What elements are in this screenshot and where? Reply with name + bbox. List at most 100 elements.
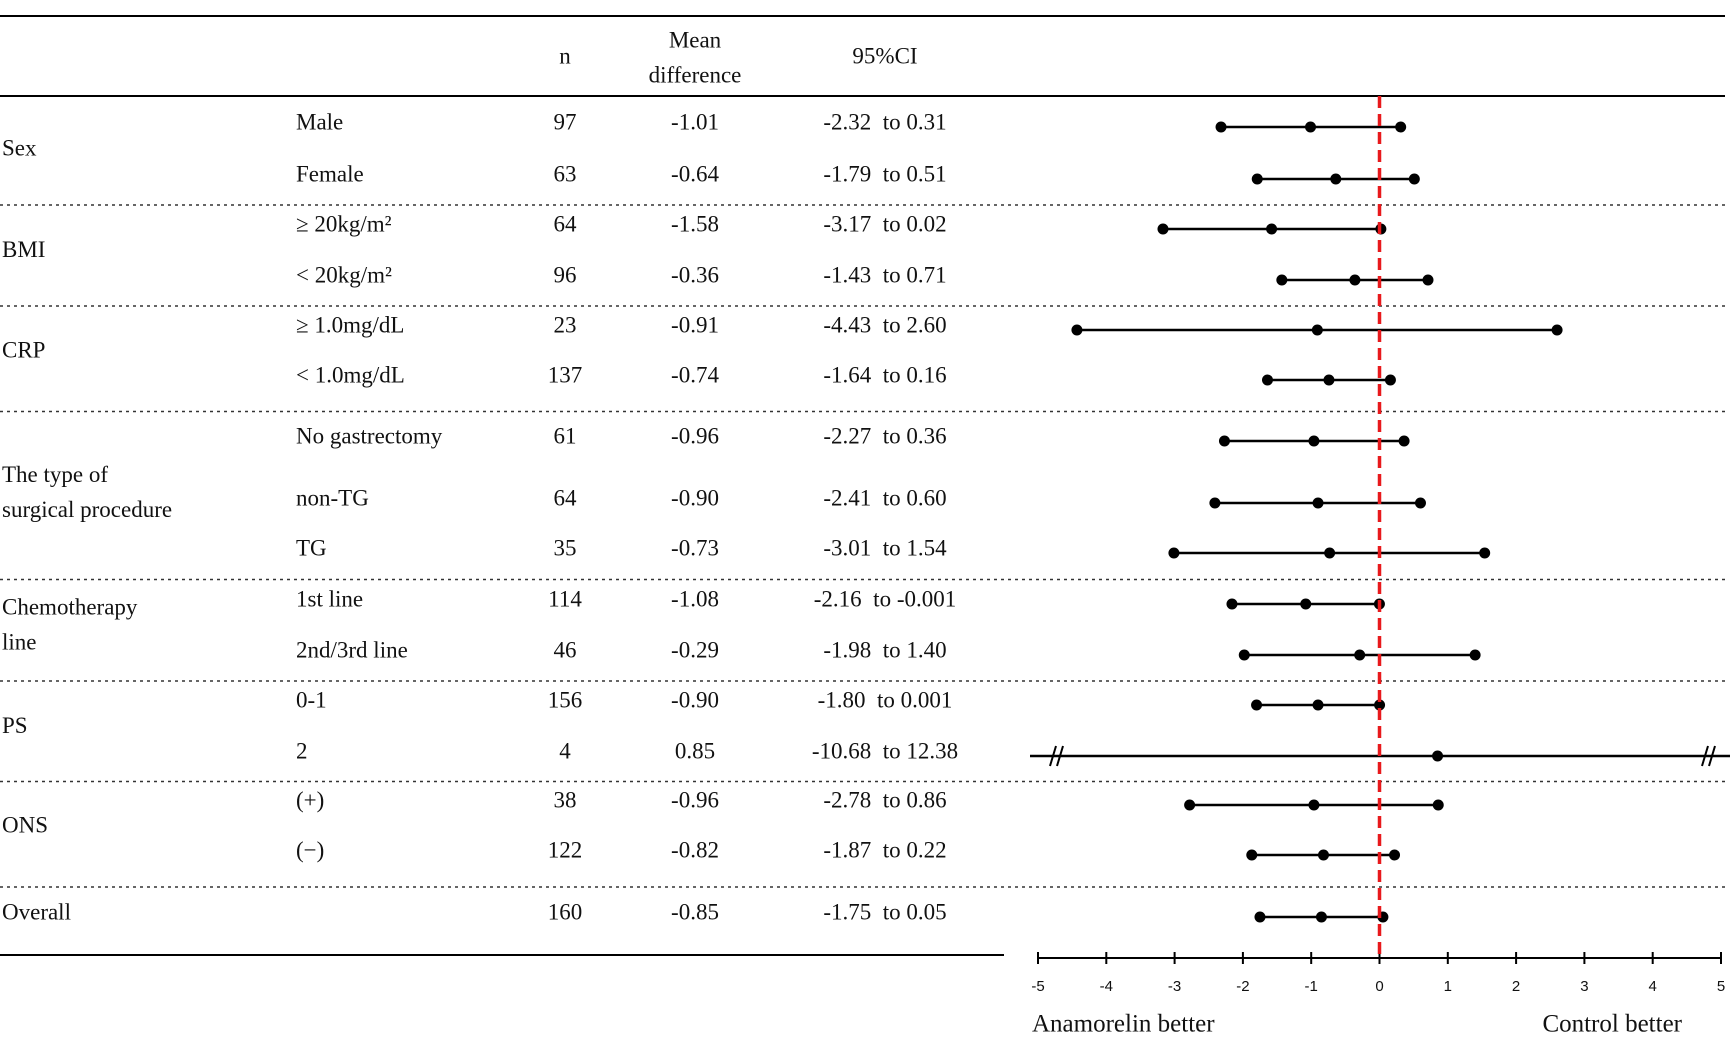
ci-high-point <box>1395 121 1407 133</box>
mean-cell: -1.08 <box>671 586 719 611</box>
mean-point <box>1323 374 1335 386</box>
ci-high-point <box>1422 274 1434 286</box>
ci-cell: -3.01 to 1.54 <box>823 535 947 560</box>
ci-cell: -1.75 to 0.05 <box>823 899 946 924</box>
mean-point <box>1432 750 1444 762</box>
ci-high-point <box>1469 649 1481 661</box>
left-label: Anamorelin better <box>1032 1011 1215 1038</box>
mean-point <box>1266 223 1278 235</box>
ci-high-point <box>1374 699 1386 711</box>
group-label: surgical procedure <box>2 497 172 522</box>
ci-cell: -1.79 to 0.51 <box>823 161 946 186</box>
x-tick-label: -1 <box>1305 978 1318 995</box>
ci-cell: -10.68 to 12.38 <box>812 738 958 763</box>
mean-cell: -0.96 <box>671 423 719 448</box>
x-tick-label: 4 <box>1649 978 1657 995</box>
axis-break <box>1056 745 1064 767</box>
mean-point <box>1315 911 1327 923</box>
subgroup-label: (+) <box>296 787 324 812</box>
ci-cell: -1.43 to 0.71 <box>823 262 946 287</box>
mean-point <box>1354 649 1366 661</box>
n-cell: 160 <box>548 899 583 924</box>
header-mean: Mean <box>669 27 722 52</box>
n-cell: 35 <box>554 535 577 560</box>
ci-cell: -2.27 to 0.36 <box>823 423 946 448</box>
ci-high-point <box>1398 435 1410 447</box>
axis-break <box>1701 745 1709 767</box>
subgroup-label: non-TG <box>296 485 369 510</box>
subgroup-label: < 1.0mg/dL <box>296 362 405 387</box>
mean-cell: -0.82 <box>671 837 719 862</box>
subgroup-label: 2nd/3rd line <box>296 637 408 662</box>
mean-cell: -1.01 <box>671 109 719 134</box>
ci-low-point <box>645 751 656 762</box>
ci-low-point <box>1218 435 1230 447</box>
n-cell: 156 <box>548 687 583 712</box>
x-tick-label: 1 <box>1444 978 1452 995</box>
x-tick-label: 2 <box>1512 978 1520 995</box>
mean-point <box>1324 547 1336 559</box>
ci-high-point <box>1384 374 1396 386</box>
n-cell: 114 <box>548 586 582 611</box>
plot-area <box>645 121 1730 923</box>
subgroup-label: ≥ 20kg/m² <box>296 211 392 236</box>
ci-low-point <box>1071 324 1083 336</box>
subgroup-label: No gastrectomy <box>296 423 443 448</box>
ci-cell: -2.32 to 0.31 <box>823 109 946 134</box>
group-label: Overall <box>2 899 71 924</box>
subgroup-label: 1st line <box>296 586 363 611</box>
group-label: ONS <box>2 812 48 837</box>
mean-cell: -0.36 <box>671 262 719 287</box>
ci-high-point <box>1432 799 1444 811</box>
ci-cell: -2.41 to 0.60 <box>823 485 946 510</box>
ci-cell: -1.64 to 0.16 <box>823 362 946 387</box>
mean-point <box>1317 849 1329 861</box>
ci-low-point <box>1157 223 1169 235</box>
group-label: The type of <box>2 462 108 487</box>
mean-cell: -0.91 <box>671 312 719 337</box>
n-cell: 38 <box>554 787 577 812</box>
header-mean: difference <box>649 62 742 87</box>
ci-high-point <box>1408 173 1420 185</box>
ci-cell: -2.78 to 0.86 <box>823 787 946 812</box>
subgroup-label: (−) <box>296 837 324 862</box>
mean-cell: 0.85 <box>675 738 715 763</box>
group-label: Chemotherapy <box>2 594 138 619</box>
n-cell: 122 <box>548 837 583 862</box>
ci-cell: -3.17 to 0.02 <box>823 211 946 236</box>
n-cell: 46 <box>554 637 577 662</box>
n-cell: 64 <box>554 485 578 510</box>
group-label: PS <box>2 713 28 738</box>
ci-high-point <box>1389 849 1401 861</box>
group-label: BMI <box>2 237 45 262</box>
n-cell: 97 <box>554 109 577 134</box>
n-cell: 4 <box>559 738 571 763</box>
mean-point <box>1305 121 1317 133</box>
subgroup-label: < 20kg/m² <box>296 262 392 287</box>
axis-break <box>1049 745 1057 767</box>
ci-low-point <box>1215 121 1227 133</box>
right-label: Control better <box>1542 1011 1682 1038</box>
mean-cell: -0.64 <box>671 161 719 186</box>
subgroup-label: TG <box>296 535 327 560</box>
mean-cell: -0.90 <box>671 687 719 712</box>
ci-low-point <box>1251 173 1263 185</box>
x-tick-label: 3 <box>1580 978 1588 995</box>
ci-cell: -1.87 to 0.22 <box>823 837 946 862</box>
x-tick-label: -4 <box>1100 978 1113 995</box>
ci-cell: -4.43 to 2.60 <box>823 312 946 337</box>
x-tick-label: 0 <box>1375 978 1383 995</box>
mean-point <box>1308 799 1320 811</box>
group-label: CRP <box>2 337 45 362</box>
subgroup-label: ≥ 1.0mg/dL <box>296 312 404 337</box>
axis-break <box>1708 745 1716 767</box>
ci-high-point <box>1414 497 1426 509</box>
group-label: line <box>2 629 37 654</box>
ci-low-point <box>1209 497 1221 509</box>
mean-cell: -0.73 <box>671 535 719 560</box>
mean-point <box>1349 274 1361 286</box>
mean-point <box>1311 324 1323 336</box>
subgroup-label: 0-1 <box>296 687 327 712</box>
x-tick-label: -5 <box>1031 978 1044 995</box>
